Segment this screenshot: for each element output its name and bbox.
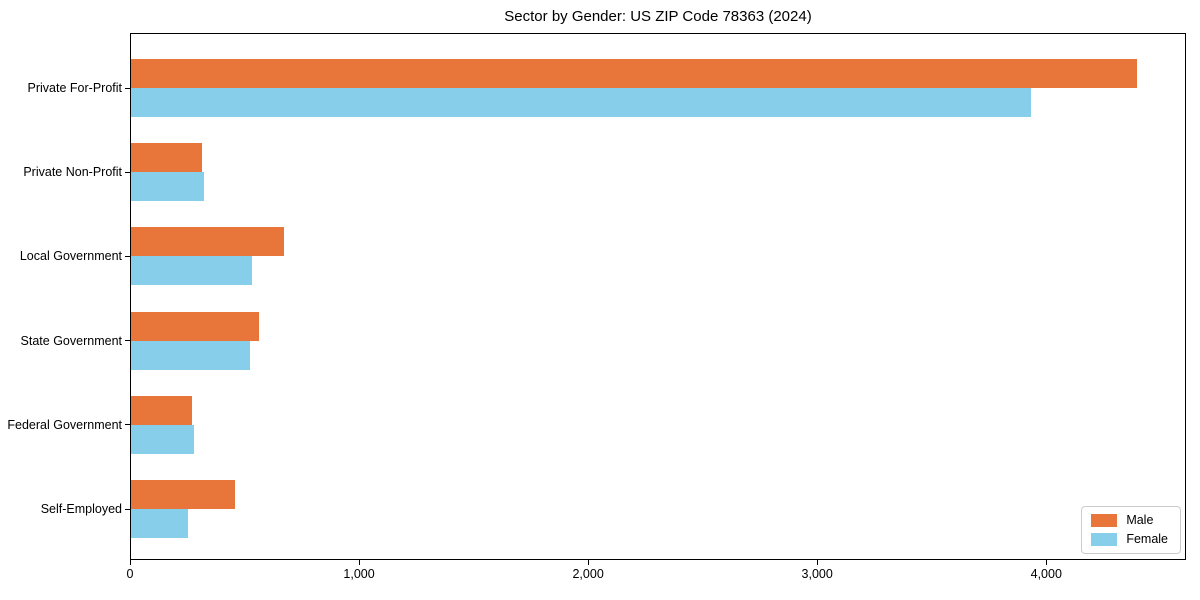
bar-female-local-government: [131, 256, 253, 286]
legend-label-male: Male: [1126, 513, 1154, 528]
legend-entry-female: Female: [1091, 533, 1168, 546]
bar-male-self-employed: [131, 480, 236, 509]
y-tick-mark-federal-government: [125, 424, 130, 426]
bar-female-private-non-profit: [131, 172, 205, 202]
chart-title: Sector by Gender: US ZIP Code 78363 (202…: [504, 8, 812, 25]
x-tick-label-4000: 4,000: [1030, 567, 1062, 581]
category-label-self-employed: Self-Employed: [40, 501, 122, 516]
bar-male-state-government: [131, 311, 260, 341]
x-tick-label-3000: 3,000: [801, 567, 833, 581]
x-tick-label-1000: 1,000: [343, 567, 375, 581]
legend-label-female: Female: [1126, 532, 1168, 547]
bar-female-federal-government: [131, 424, 194, 454]
bar-male-private-for-profit: [131, 59, 1137, 88]
y-tick-mark-private-non-profit: [125, 171, 130, 173]
bar-female-private-for-profit: [131, 88, 1032, 117]
bar-male-private-non-profit: [131, 143, 202, 173]
x-tick-mark-2000: [587, 560, 589, 565]
y-tick-mark-private-for-profit: [125, 87, 130, 89]
category-label-private-for-profit: Private For-Profit: [27, 80, 122, 95]
legend: Male Female: [1081, 506, 1181, 554]
legend-entry-male: Male: [1091, 514, 1168, 527]
category-label-local-government: Local Government: [19, 249, 122, 264]
category-label-state-government: State Government: [20, 333, 122, 348]
x-tick-mark-4000: [1045, 560, 1047, 565]
bar-male-federal-government: [131, 395, 192, 425]
plot-area: [130, 33, 1186, 560]
x-tick-label-2000: 2,000: [572, 567, 604, 581]
legend-swatch-female: [1091, 533, 1118, 546]
bar-female-self-employed: [131, 509, 189, 538]
bar-female-state-government: [131, 340, 251, 370]
x-tick-mark-0: [129, 560, 131, 565]
x-tick-mark-3000: [816, 560, 818, 565]
x-tick-label-0: 0: [126, 567, 134, 581]
legend-swatch-male: [1091, 514, 1118, 527]
category-label-private-non-profit: Private Non-Profit: [23, 164, 122, 179]
category-label-federal-government: Federal Government: [7, 417, 122, 432]
y-tick-mark-local-government: [125, 255, 130, 257]
y-tick-mark-state-government: [125, 340, 130, 342]
bar-male-local-government: [131, 227, 285, 257]
x-tick-mark-1000: [358, 560, 360, 565]
y-tick-mark-self-employed: [125, 508, 130, 510]
